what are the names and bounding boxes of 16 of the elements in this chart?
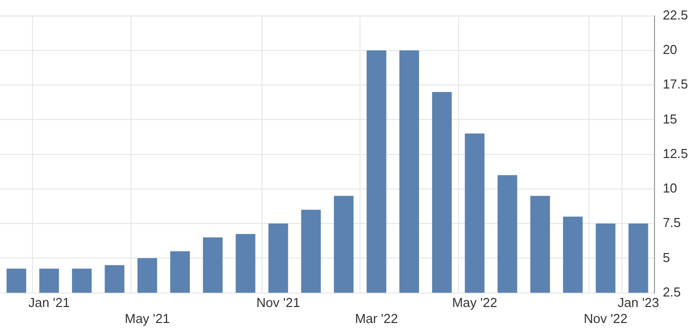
y-tick-label: 2.5: [662, 284, 681, 300]
y-tick-label: 7.5: [662, 215, 681, 230]
y-tick-label: 15: [662, 111, 678, 126]
x-tick-label: Nov '21: [256, 295, 300, 310]
y-tick-label: 12.5: [662, 146, 688, 161]
x-tick-label: Mar '22: [354, 310, 398, 326]
x-tick-label: Jan '21: [28, 295, 70, 310]
x-tick-label: May '21: [124, 310, 170, 326]
x-tick-label: Jan '23: [618, 295, 660, 310]
y-tick-label: 5: [662, 250, 670, 265]
y-tick-label: 10: [662, 180, 678, 196]
x-tick-label: May '22: [452, 295, 498, 310]
x-tick-label: Nov '22: [584, 310, 628, 326]
y-tick-label: 20: [662, 42, 678, 58]
y-tick-label: 17.5: [662, 76, 688, 92]
y-tick-label: 22.5: [662, 7, 688, 22]
